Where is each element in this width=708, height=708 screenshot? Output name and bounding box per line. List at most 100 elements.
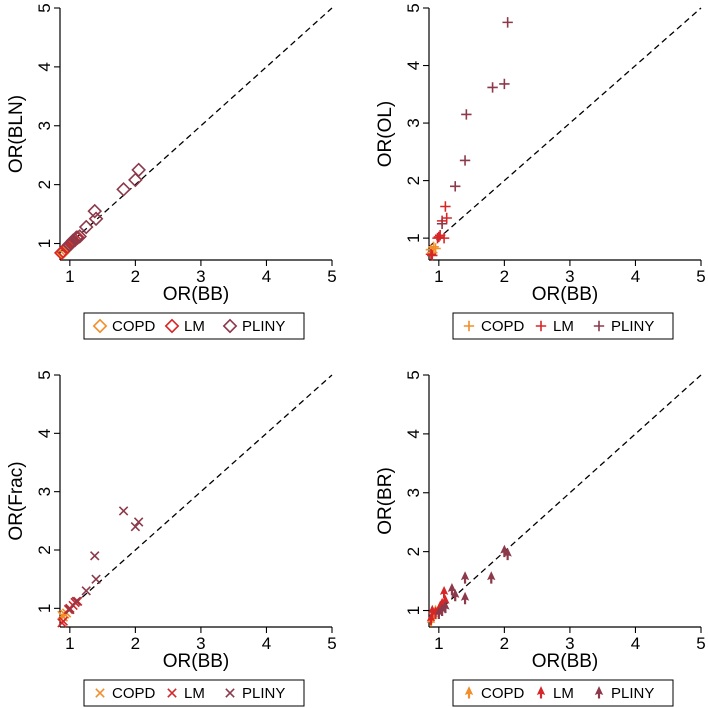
legend-marker-lm (164, 318, 180, 334)
y-tick-label: 1 (35, 239, 54, 248)
x-axis-label: OR(BB) (532, 651, 599, 672)
x-tick-label: 4 (631, 634, 640, 653)
x-axis-label: OR(BB) (163, 651, 230, 672)
legend-marker-lm (167, 688, 177, 698)
data-point-pliny (131, 162, 146, 178)
data-point-pliny (69, 230, 84, 245)
diagonal-reference-line (428, 7, 702, 248)
x-tick-label: 2 (500, 267, 509, 286)
legend-marker-pliny (593, 320, 605, 332)
legend-box (452, 312, 674, 340)
legend-marker-pliny (594, 686, 604, 699)
x-tick-label: 4 (631, 267, 640, 286)
legend-label-lm: LM (553, 318, 574, 335)
data-point-pliny (65, 233, 81, 248)
data-point-pliny (487, 571, 496, 584)
scatter-panel-4: 1 1 2 2 3 3 4 4 5 5 OR(BB) OR(BR) COPD LM PLINY (375, 370, 706, 707)
x-tick-label: 5 (696, 267, 705, 286)
data-point-pliny (118, 506, 129, 516)
data-point-pliny (503, 547, 512, 561)
data-point-pliny (133, 517, 144, 527)
y-tick-label: 2 (35, 545, 54, 554)
x-tick-label: 1 (65, 267, 74, 286)
data-point-pliny (499, 78, 510, 90)
data-point-pliny (460, 591, 470, 605)
y-axis-label: OR(Frac) (6, 461, 27, 540)
legend-label-copd: COPD (481, 685, 525, 702)
legend-label-copd: COPD (481, 318, 525, 335)
x-tick-label: 3 (565, 634, 574, 653)
data-point-pliny (71, 596, 82, 607)
y-tick-label: 3 (404, 118, 423, 127)
data-point-pliny (487, 82, 498, 93)
data-point-pliny (460, 571, 470, 584)
legend-marker-copd (95, 688, 105, 698)
x-tick-label: 3 (196, 267, 205, 286)
legend-marker-lm (535, 320, 547, 332)
y-tick-label: 4 (35, 429, 54, 438)
legend-marker-pliny (222, 318, 238, 334)
data-point-lm (426, 612, 436, 625)
y-tick-label: 3 (35, 487, 54, 496)
legend-marker-copd (464, 686, 474, 699)
y-tick-label: 1 (404, 606, 423, 615)
legend-label-copd: COPD (112, 685, 156, 702)
diagonal-reference-line (59, 7, 333, 253)
y-tick-label: 4 (35, 62, 54, 71)
data-point-lm (440, 201, 451, 212)
data-point-pliny (72, 229, 87, 244)
legend-marker-copd (463, 320, 475, 332)
data-point-copd (430, 243, 441, 254)
data-point-pliny (128, 172, 143, 188)
y-tick-label: 3 (404, 488, 423, 497)
diagonal-reference-line (59, 374, 333, 618)
data-point-lm (439, 585, 449, 599)
data-point-copd (428, 241, 439, 252)
diagonal-reference-line (428, 374, 702, 620)
x-tick-label: 5 (327, 267, 336, 286)
data-point-pliny (65, 604, 75, 615)
data-point-lm (72, 596, 83, 607)
legend-marker-pliny (225, 688, 235, 698)
data-point-lm (427, 250, 438, 261)
data-point-lm (425, 249, 437, 260)
scatter-panel-3: 1 1 2 2 3 3 4 4 5 5 OR(BB) OR(Frac) COPD LM PLINY (6, 370, 337, 707)
data-point-pliny (88, 211, 104, 227)
data-point-pliny (459, 155, 471, 166)
legend-label-lm: LM (553, 685, 574, 702)
data-point-pliny (78, 219, 94, 235)
legend-box (452, 679, 674, 707)
x-axis-label: OR(BB) (163, 284, 230, 305)
y-tick-label: 5 (35, 3, 54, 12)
data-point-lm (58, 616, 69, 626)
x-tick-label: 2 (131, 634, 140, 653)
scatter-panel-1: 1 1 2 2 3 3 4 4 5 5 OR(BB) OR(BLN) COPD LM PLINY (6, 3, 337, 340)
x-tick-label: 3 (196, 634, 205, 653)
x-axis-label: OR(BB) (532, 284, 599, 305)
data-point-pliny (87, 203, 103, 219)
y-tick-label: 2 (404, 176, 423, 185)
data-point-pliny (461, 109, 472, 120)
legend-box (83, 679, 305, 707)
data-point-lm (433, 231, 445, 243)
legend-label-pliny: PLINY (242, 685, 285, 702)
y-tick-label: 4 (404, 429, 423, 438)
x-tick-label: 1 (434, 634, 443, 653)
legend-label-lm: LM (184, 685, 205, 702)
x-tick-label: 2 (500, 634, 509, 653)
data-point-pliny (116, 182, 131, 197)
data-point-pliny (90, 551, 100, 561)
data-point-pliny (441, 600, 450, 614)
legend-label-copd: COPD (112, 318, 156, 335)
x-tick-label: 4 (262, 634, 271, 653)
legend-label-pliny: PLINY (242, 318, 285, 335)
x-tick-label: 3 (565, 267, 574, 286)
legend-label-pliny: PLINY (611, 685, 654, 702)
data-point-pliny (130, 521, 141, 532)
y-axis-label: OR(BLN) (6, 95, 27, 173)
data-point-pliny (502, 17, 513, 28)
x-tick-label: 5 (696, 634, 705, 653)
data-point-pliny (91, 574, 101, 584)
data-point-lm (441, 212, 452, 224)
